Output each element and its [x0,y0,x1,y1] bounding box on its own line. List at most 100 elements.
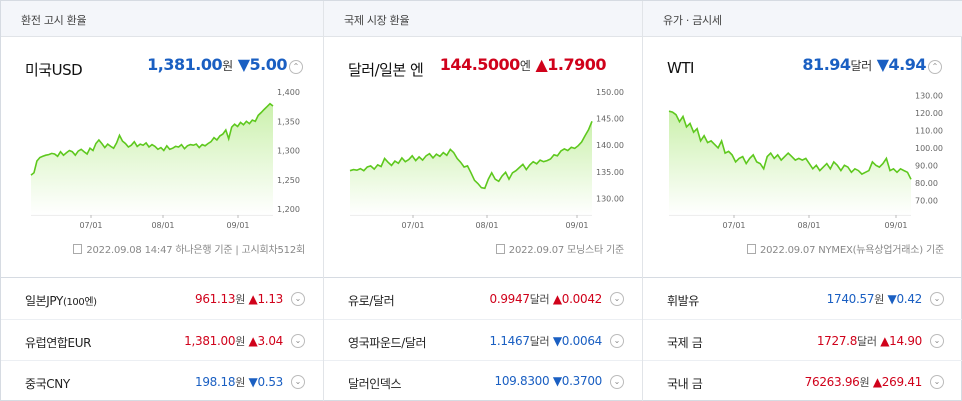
item-name: 중국CNY [25,377,70,391]
main-rate-name: 미국USD [25,61,83,79]
rate-chart: 70.00 80.00 90.00 100.00 110.00 120.00 130.00 0… [668,91,943,230]
expand-toggle-icon[interactable]: ⌄ [930,375,944,389]
item-value-number: 0.9947 [489,292,531,306]
y-tick-label: 145.00 [596,115,624,124]
item-value-unit: 원 [235,293,246,306]
source-info: 2022.09.08 14:47 하나은행 기준 | 고시회차512회 [73,241,305,256]
change-arrow-icon: ▼ [876,55,889,74]
item-change: 1.13 [257,292,283,306]
main-value-number: 1,381.00 [147,55,223,74]
main-rate-name: 달러/일본 엔 [348,61,424,79]
x-tick-label: 08/01 [475,221,498,230]
list-item[interactable]: 휘발유 1740.57원 ▼0.42 ⌄ [643,278,962,319]
x-tick-label: 07/01 [401,221,424,230]
change-arrow-icon: ▲ [872,375,882,389]
tab-label: 유가 · 금시세 [663,14,722,27]
item-value-unit: 원 [874,293,885,306]
list-item[interactable]: 국내 금 76263.96원 ▲269.41 ⌄ [643,360,962,401]
main-value-unit: 달러 [850,59,873,73]
item-change: 0.3700 [561,374,603,388]
item-value: 1.1467달러 ▼0.0064 [490,333,603,349]
expand-toggle-icon[interactable]: ⌄ [930,334,944,348]
item-value-number: 1727.8 [816,334,858,348]
document-icon[interactable] [495,244,505,254]
collapse-toggle-icon[interactable]: ⌃ [289,60,303,74]
change-arrow-icon: ▼ [552,374,562,388]
x-tick-label: 08/01 [151,221,174,230]
expand-toggle-icon[interactable]: ⌄ [291,334,305,348]
item-change: 3.04 [257,334,283,348]
item-value-number: 198.18 [194,375,236,389]
item-change: 269.41 [881,375,923,389]
item-value: 1,381.00원 ▲3.04 [184,333,283,349]
tab-exchange-notice[interactable]: 환전 고시 환율 [1,1,323,37]
item-name: 국제 금 [667,336,703,350]
change-arrow-icon: ▲ [248,334,258,348]
chart-area [350,121,592,215]
column-exchange-notice: 환전 고시 환율 미국USD 1,381.00원 ▼5.00 ⌃ 1,200 1,… [1,1,323,401]
column-international-market: 국제 시장 환율 달러/일본 엔 144.5000엔 ▲1.7900 130.0… [323,1,642,401]
item-value-unit: 달러 [857,335,877,348]
expand-toggle-icon[interactable]: ⌄ [610,334,624,348]
change-arrow-icon: ▲ [552,292,562,306]
list-item[interactable]: 중국CNY 198.18원 ▼0.53 ⌄ [1,360,323,401]
y-tick-label: 1,300 [277,147,300,156]
tab-label: 환전 고시 환율 [21,14,87,27]
y-tick-label: 1,200 [277,205,300,214]
list-item[interactable]: 달러인덱스 109.8300 ▼0.3700 ⌄ [324,360,642,401]
main-value-unit: 엔 [519,59,531,73]
main-value-number: 144.5000 [439,55,521,74]
collapse-toggle-icon[interactable]: ⌃ [928,60,942,74]
y-tick-label: 130.00 [915,91,943,100]
expand-toggle-icon[interactable]: ⌄ [291,375,305,389]
y-tick-label: 70.00 [915,196,938,205]
y-tick-label: 1,250 [277,176,300,185]
chart-line [668,110,912,180]
change-arrow-icon: ▼ [248,375,258,389]
x-tick-label: 09/01 [565,221,588,230]
item-name: 유럽연합EUR [25,336,92,350]
item-value-number: 1.1467 [489,334,531,348]
main-change: 4.94 [888,55,927,74]
x-tick-label: 09/01 [884,221,907,230]
list-item[interactable]: 국제 금 1727.8달러 ▲14.90 ⌄ [643,319,962,360]
list-item[interactable]: 유럽연합EUR 1,381.00원 ▲3.04 ⌄ [1,319,323,360]
expand-toggle-icon[interactable]: ⌄ [610,375,624,389]
item-change: 14.90 [889,334,922,348]
item-value-unit: 원 [859,376,870,389]
expand-toggle-icon[interactable]: ⌄ [291,292,305,306]
item-value: 198.18원 ▼0.53 [195,374,283,390]
item-change: 0.53 [257,375,283,389]
x-tick-label: 09/01 [226,221,249,230]
expand-toggle-icon[interactable]: ⌄ [930,292,944,306]
item-change: 0.42 [896,292,922,306]
rate-chart: 1,200 1,250 1,300 1,350 1,400 07/01 08/01 09/01 [30,88,300,230]
expand-toggle-icon[interactable]: ⌄ [610,292,624,306]
tab-international-market[interactable]: 국제 시장 환율 [324,1,642,37]
item-name: 일본JPY [25,294,63,308]
item-value-number: 76263.96 [804,375,860,389]
tab-oil-gold[interactable]: 유가 · 금시세 [643,1,962,37]
main-rate-value: 144.5000엔 ▲1.7900 [439,55,607,74]
document-icon[interactable] [73,244,83,254]
y-tick-label: 80.00 [915,179,938,188]
y-tick-label: 150.00 [596,88,624,97]
rate-list: 유로/달러 0.9947달러 ▲0.0042 ⌄ 영국파운드/달러 1.1467… [324,277,642,401]
item-value-unit: 달러 [529,335,550,348]
main-rate-name: WTI [667,59,694,77]
item-value: 0.9947달러 ▲0.0042 [490,291,603,307]
document-icon[interactable] [746,244,756,254]
source-extra: 고시회차512회 [241,245,306,256]
item-value-unit: 원 [235,335,246,348]
list-item[interactable]: 영국파운드/달러 1.1467달러 ▼0.0064 ⌄ [324,319,642,360]
item-name: 유로/달러 [348,294,395,308]
x-tick-label: 08/01 [797,221,820,230]
list-item[interactable]: 유로/달러 0.9947달러 ▲0.0042 ⌄ [324,278,642,319]
list-item[interactable]: 일본JPY(100엔) 961.13원 ▲1.13 ⌄ [1,278,323,319]
change-arrow-icon: ▼ [552,334,562,348]
y-tick-label: 90.00 [915,161,938,170]
change-arrow-icon: ▲ [248,292,258,306]
item-name: 휘발유 [667,294,699,308]
item-value: 1727.8달러 ▲14.90 [817,333,922,349]
